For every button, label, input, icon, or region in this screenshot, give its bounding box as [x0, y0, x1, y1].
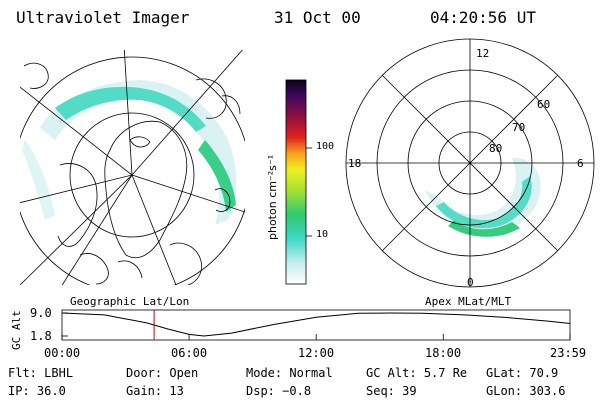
date-label: 31 Oct 00 [274, 8, 361, 27]
geographic-map [20, 50, 245, 285]
timeline-xtick-1: 06:00 [171, 346, 208, 360]
aurora-emission-apex [425, 157, 541, 237]
timeline-ytick-low: 1.8 [30, 329, 52, 343]
altitude-curve [61, 312, 570, 337]
mlat-label-60: 60 [537, 98, 551, 111]
status-mode: Mode: Normal [246, 366, 333, 380]
apex-polar-plot [345, 38, 595, 288]
coastlines [23, 62, 241, 285]
status-door: Door: Open [126, 366, 199, 380]
geo-panel-caption: Geographic Lat/Lon [70, 295, 190, 308]
status-dsp: Dsp: −0.8 [246, 384, 312, 398]
apex-panel-caption: Apex MLat/MLT [425, 295, 512, 308]
timeline-xtick-0: 00:00 [44, 346, 81, 360]
instrument-title: Ultraviolet Imager [16, 8, 190, 27]
status-glon: GLon: 303.6 [486, 384, 566, 398]
time-label: 04:20:56 UT [430, 8, 536, 27]
aurora-emission-geo [22, 80, 237, 225]
timeline-ytick-high: 9.0 [30, 306, 52, 320]
timeline-ylabel: GC Alt [10, 310, 23, 350]
mlt-label-right: 6 [577, 157, 584, 170]
color-scale-bar [285, 79, 312, 285]
status-gain: Gain: 13 [126, 384, 184, 398]
status-seq: Seq: 39 [366, 384, 417, 398]
status-glat: GLat: 70.9 [486, 366, 559, 380]
mlat-label-70: 70 [512, 121, 526, 134]
timeline-xtick-4: 23:59 [550, 346, 587, 360]
altitude-timeline [61, 309, 571, 341]
status-filter: Flt: LBHL [8, 366, 74, 380]
graticule [20, 50, 245, 285]
status-ip: IP: 36.0 [8, 384, 66, 398]
colorbar-tick-100: 100 [316, 141, 335, 152]
mlt-label-bottom: 0 [467, 276, 474, 289]
timeline-xtick-2: 12:00 [298, 346, 335, 360]
mlat-label-80: 80 [489, 142, 503, 155]
timeline-xtick-3: 18:00 [425, 346, 462, 360]
mlt-label-top: 12 [476, 47, 490, 60]
colorbar-unit-label: photon cm⁻²s⁻¹ [266, 154, 279, 240]
status-gc-alt: GC Alt: 5.7 Re [366, 366, 468, 380]
colorbar-tick-10: 10 [316, 229, 329, 240]
mlt-label-left: 18 [348, 157, 362, 170]
